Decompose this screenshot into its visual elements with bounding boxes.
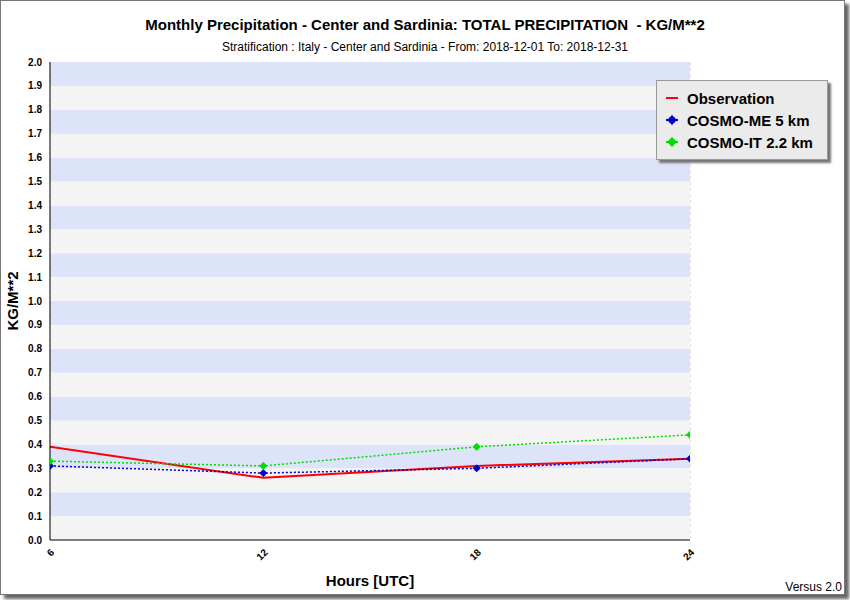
html-text:COSMO-IT 2.2 km: COSMO-IT 2.2 km xyxy=(687,133,813,151)
svg-text:18: 18 xyxy=(467,546,483,562)
svg-text:0.1: 0.1 xyxy=(28,511,42,522)
svg-text:24: 24 xyxy=(681,546,697,562)
html-text:COSMO-ME 5 km: COSMO-ME 5 km xyxy=(687,111,810,129)
svg-text:1.9: 1.9 xyxy=(28,80,42,91)
svg-text:0.7: 0.7 xyxy=(28,367,42,378)
svg-text:1.3: 1.3 xyxy=(28,224,42,235)
svg-text:1.6: 1.6 xyxy=(28,152,42,163)
html-text:Hours [UTC]: Hours [UTC] xyxy=(325,572,415,589)
svg-text:0.5: 0.5 xyxy=(28,415,42,426)
html-text:Monthly Precipitation - Center: Monthly Precipitation - Center and Sardi… xyxy=(145,16,705,33)
svg-text:6: 6 xyxy=(45,546,57,558)
svg-text:2.0: 2.0 xyxy=(28,57,42,68)
svg-text:1.2: 1.2 xyxy=(28,248,42,259)
svg-text:0.2: 0.2 xyxy=(28,487,42,498)
svg-text:0.0: 0.0 xyxy=(28,535,42,546)
svg-text:1.8: 1.8 xyxy=(28,104,42,115)
svg-text:1.7: 1.7 xyxy=(28,128,42,139)
html-text:Observation: Observation xyxy=(687,89,775,107)
html-text:Stratification : Italy - Cente: Stratification : Italy - Center and Sard… xyxy=(222,40,628,54)
svg-text:1.1: 1.1 xyxy=(28,272,42,283)
svg-text:0.3: 0.3 xyxy=(28,463,42,474)
svg-text:1.4: 1.4 xyxy=(28,200,42,211)
svg-text:0.6: 0.6 xyxy=(28,391,42,402)
svg-text:0.8: 0.8 xyxy=(28,343,42,354)
html-text:Versus 2.0: Versus 2.0 xyxy=(785,580,842,594)
svg-text:1.5: 1.5 xyxy=(28,176,42,187)
svg-text:0.9: 0.9 xyxy=(28,319,42,330)
svg-text:0.4: 0.4 xyxy=(28,439,42,450)
html-text:KG/M**2: KG/M**2 xyxy=(3,271,21,331)
svg-text:1.0: 1.0 xyxy=(28,296,42,307)
svg-text:12: 12 xyxy=(254,546,270,562)
